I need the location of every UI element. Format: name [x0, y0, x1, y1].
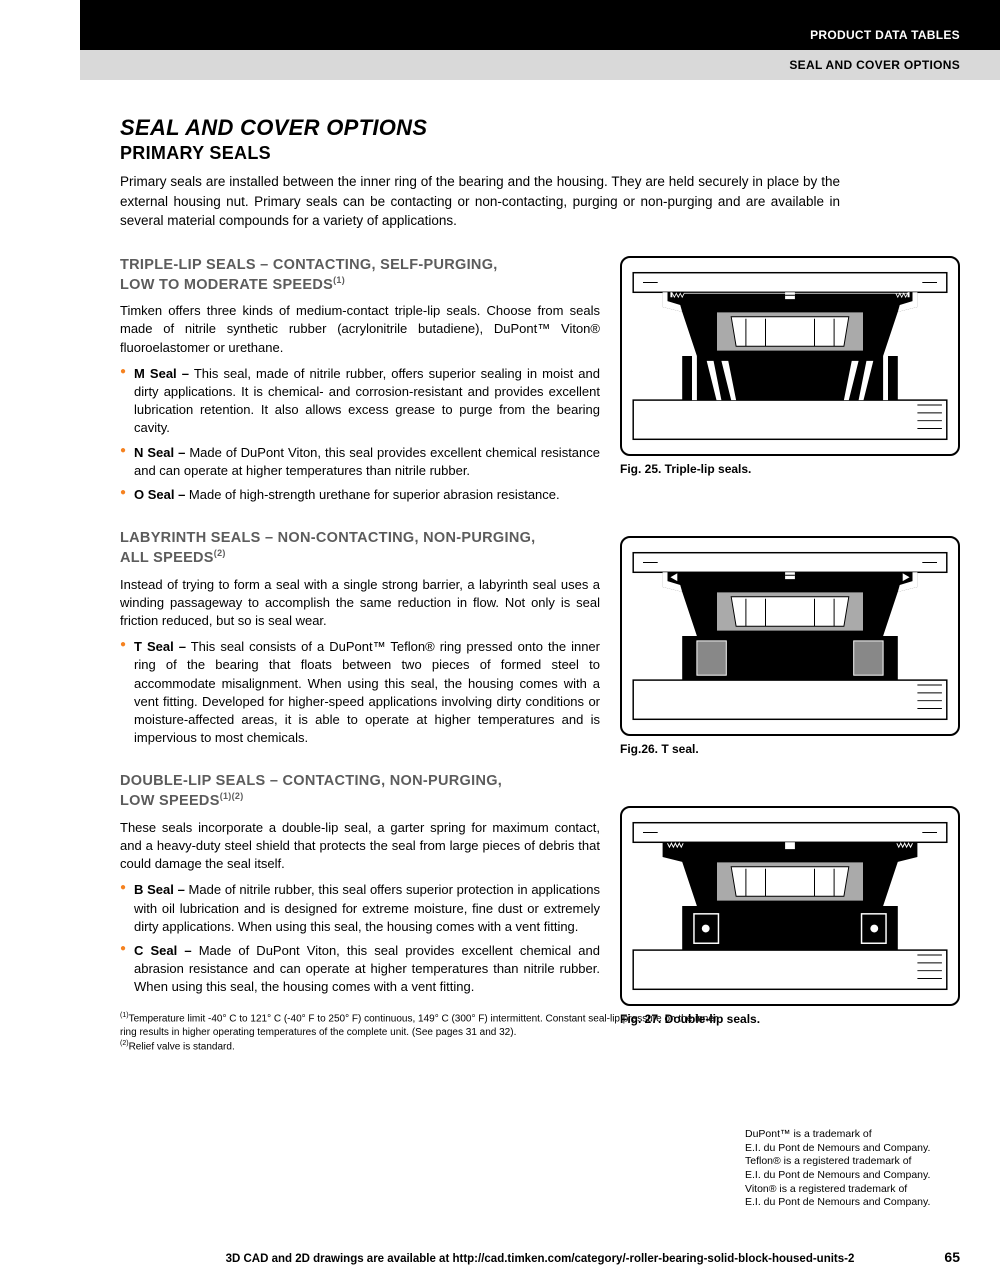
intro-paragraph: Primary seals are installed between the … [120, 172, 840, 231]
bullet-item: B Seal – Made of nitrile rubber, this se… [134, 881, 600, 936]
section-heading: TRIPLE-LIP SEALS – CONTACTING, SELF-PURG… [120, 256, 600, 295]
page-number: 65 [944, 1249, 960, 1265]
bullet-list: T Seal – This seal consists of a DuPont™… [120, 638, 600, 747]
section-double-lip: DOUBLE-LIP SEALS – CONTACTING, NON-PURGI… [120, 772, 600, 996]
header-black-bar: PRODUCT DATA TABLES [80, 0, 1000, 50]
bullet-item: C Seal – Made of DuPont Viton, this seal… [134, 942, 600, 997]
figure-caption: Fig.26. T seal. [620, 742, 960, 756]
section-heading: DOUBLE-LIP SEALS – CONTACTING, NON-PURGI… [120, 772, 600, 811]
footer-text: 3D CAD and 2D drawings are available at … [120, 1253, 960, 1265]
bullet-list: B Seal – Made of nitrile rubber, this se… [120, 881, 600, 996]
left-column: TRIPLE-LIP SEALS – CONTACTING, SELF-PURG… [120, 256, 600, 1056]
page-title: SEAL AND COVER OPTIONS [120, 115, 960, 141]
bullet-item: O Seal – Made of high-strength urethane … [134, 486, 600, 504]
section-heading: LABYRINTH SEALS – NON-CONTACTING, NON-PU… [120, 529, 600, 568]
figure-caption: Fig. 25. Triple-lip seals. [620, 462, 960, 476]
right-column: Fig. 25. Triple-lip seals. [620, 256, 960, 1056]
bullet-item: T Seal – This seal consists of a DuPont™… [134, 638, 600, 747]
trademark-notice: DuPont™ is a trademark ofE.I. du Pont de… [745, 1128, 960, 1210]
figure-caption: Fig. 27. Double-lip seals. [620, 1012, 960, 1026]
section-paragraph: These seals incorporate a double-lip sea… [120, 819, 600, 874]
header-gray-bar: SEAL AND COVER OPTIONS [80, 50, 1000, 80]
double-lip-seal-diagram [620, 806, 960, 1006]
figure-27: Fig. 27. Double-lip seals. [620, 806, 960, 1026]
figure-25: Fig. 25. Triple-lip seals. [620, 256, 960, 476]
triple-lip-seal-diagram [620, 256, 960, 456]
section-paragraph: Instead of trying to form a seal with a … [120, 576, 600, 631]
bullet-item: M Seal – This seal, made of nitrile rubb… [134, 365, 600, 438]
bullet-item: N Seal – Made of DuPont Viton, this seal… [134, 444, 600, 480]
t-seal-diagram [620, 536, 960, 736]
two-column-layout: TRIPLE-LIP SEALS – CONTACTING, SELF-PURG… [120, 256, 960, 1056]
page-subtitle: PRIMARY SEALS [120, 143, 960, 164]
content-area: SEAL AND COVER OPTIONS PRIMARY SEALS Pri… [120, 115, 960, 1220]
header-black-text: PRODUCT DATA TABLES [80, 0, 960, 42]
header-gray-text: SEAL AND COVER OPTIONS [80, 50, 960, 72]
bullet-list: M Seal – This seal, made of nitrile rubb… [120, 365, 600, 504]
section-labyrinth: LABYRINTH SEALS – NON-CONTACTING, NON-PU… [120, 529, 600, 747]
section-paragraph: Timken offers three kinds of medium-cont… [120, 302, 600, 357]
figure-26: Fig.26. T seal. [620, 536, 960, 756]
section-triple-lip: TRIPLE-LIP SEALS – CONTACTING, SELF-PURG… [120, 256, 600, 504]
